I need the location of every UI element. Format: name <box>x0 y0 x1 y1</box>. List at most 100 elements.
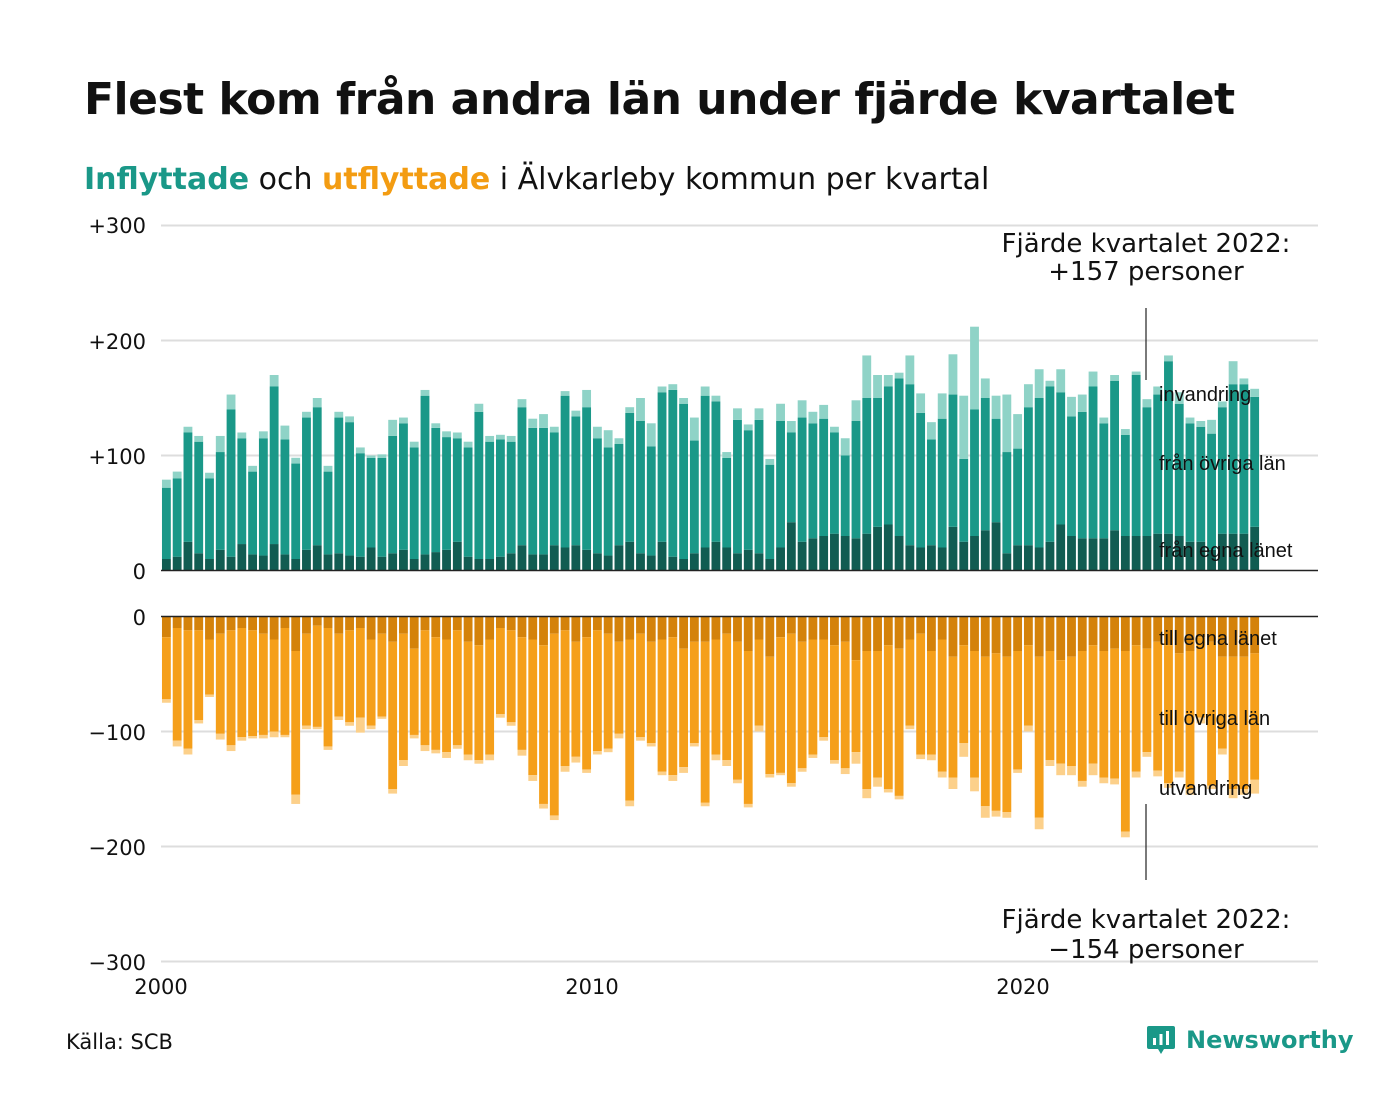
bar-in-own-county-62 <box>830 533 839 571</box>
bar-in-other-counties-93 <box>1164 361 1173 534</box>
bar-out-other-counties-20 <box>377 633 387 717</box>
bar-out-international-16 <box>334 716 344 720</box>
bar-in-other-counties-26 <box>442 437 451 550</box>
bar-out-own-county-85 <box>1077 616 1087 651</box>
bar-out-other-counties-5 <box>215 633 225 734</box>
bar-out-own-county-98 <box>1217 616 1227 657</box>
bar-out-other-counties-65 <box>862 651 872 789</box>
bar-in-international-43 <box>625 407 635 413</box>
bar-in-other-counties-83 <box>1056 392 1066 525</box>
bar-in-other-counties-74 <box>959 458 969 542</box>
bar-out-other-counties-47 <box>668 637 678 776</box>
bar-in-own-county-4 <box>205 559 214 571</box>
bar-in-own-county-29 <box>474 559 484 571</box>
bar-in-international-15 <box>323 465 333 472</box>
bar-out-other-counties-94 <box>1174 653 1184 772</box>
bar-in-other-counties-9 <box>258 438 268 556</box>
bar-out-own-county-97 <box>1207 616 1216 642</box>
bar-out-international-35 <box>539 803 548 809</box>
bar-out-other-counties-9 <box>258 633 268 735</box>
bar-in-international-47 <box>668 384 678 390</box>
bar-out-other-counties-84 <box>1067 656 1076 766</box>
bar-in-other-counties-98 <box>1217 407 1227 534</box>
bar-in-own-county-59 <box>797 541 807 571</box>
bar-out-other-counties-53 <box>733 641 742 780</box>
bar-out-international-15 <box>323 746 333 750</box>
bar-out-other-counties-44 <box>636 633 645 738</box>
bar-out-other-counties-7 <box>237 628 247 738</box>
bar-out-own-county-76 <box>980 616 990 657</box>
bar-in-own-county-91 <box>1142 536 1152 571</box>
bar-out-international-78 <box>1002 812 1012 818</box>
bar-in-other-counties-60 <box>808 423 818 539</box>
bar-out-own-county-53 <box>733 616 742 642</box>
bar-out-international-81 <box>1034 817 1044 830</box>
bar-out-other-counties-33 <box>517 637 527 750</box>
bar-out-other-counties-98 <box>1217 656 1227 749</box>
bar-out-other-counties-27 <box>452 630 462 746</box>
bar-out-other-counties-83 <box>1056 660 1066 764</box>
bar-out-international-87 <box>1099 777 1109 784</box>
bar-in-own-county-100 <box>1239 533 1249 571</box>
source-note: Källa: SCB <box>66 1030 173 1054</box>
bar-in-international-41 <box>603 430 613 448</box>
bar-in-own-county-14 <box>312 545 322 571</box>
bar-in-international-53 <box>733 408 742 420</box>
bar-in-own-county-61 <box>819 536 829 571</box>
bar-in-international-22 <box>399 417 408 424</box>
bar-in-other-counties-58 <box>786 432 796 523</box>
bar-out-international-27 <box>452 745 462 749</box>
bar-out-international-38 <box>571 756 581 763</box>
bar-in-other-counties-16 <box>334 417 344 554</box>
bar-out-own-county-82 <box>1045 616 1055 651</box>
axes <box>161 569 1318 618</box>
bar-in-other-counties-0 <box>161 487 171 559</box>
bar-out-other-counties-91 <box>1142 648 1152 753</box>
bar-in-other-counties-5 <box>215 452 225 550</box>
bar-in-international-94 <box>1174 392 1184 404</box>
bar-in-other-counties-10 <box>269 386 279 545</box>
bar-in-own-county-52 <box>722 547 732 571</box>
bar-out-own-county-38 <box>571 616 581 642</box>
bar-out-other-counties-21 <box>388 641 398 789</box>
bar-in-other-counties-3 <box>194 441 204 554</box>
bar-out-international-83 <box>1056 763 1066 776</box>
bar-in-international-63 <box>840 438 850 456</box>
bar-out-other-counties-68 <box>894 648 904 796</box>
bar-out-own-county-29 <box>474 616 484 646</box>
bar-in-international-60 <box>808 411 818 424</box>
bar-out-international-47 <box>668 775 678 781</box>
bar-out-international-55 <box>754 725 764 732</box>
bar-out-other-counties-75 <box>970 651 979 778</box>
bar-out-other-counties-43 <box>625 639 635 801</box>
bar-in-own-county-11 <box>280 554 290 571</box>
bar-in-own-county-60 <box>808 538 818 571</box>
bar-in-international-56 <box>765 458 775 465</box>
bar-out-international-42 <box>614 733 624 739</box>
bar-out-other-counties-29 <box>474 645 484 761</box>
bar-in-own-county-42 <box>614 545 624 571</box>
bar-in-own-county-82 <box>1045 541 1055 571</box>
bar-out-own-county-13 <box>302 616 311 634</box>
bar-out-own-county-27 <box>452 616 462 631</box>
bar-in-own-county-22 <box>399 549 408 571</box>
bar-in-other-counties-100 <box>1239 384 1249 534</box>
segment-label-fran-egna-lanet: från egna länet <box>1159 540 1293 562</box>
bar-out-international-86 <box>1088 763 1098 776</box>
bar-out-international-13 <box>302 725 311 730</box>
bar-out-own-county-44 <box>636 616 645 634</box>
bar-out-other-counties-23 <box>409 648 419 735</box>
bar-out-own-county-75 <box>970 616 979 651</box>
bar-out-own-county-20 <box>377 616 387 634</box>
bar-out-international-95 <box>1185 789 1195 795</box>
bar-in-international-45 <box>646 423 656 447</box>
bar-in-international-69 <box>905 355 915 385</box>
bar-in-international-12 <box>291 457 301 464</box>
bar-out-other-counties-4 <box>205 639 214 695</box>
bar-in-own-county-16 <box>334 553 344 571</box>
bar-in-own-county-83 <box>1056 524 1066 571</box>
bar-in-other-counties-11 <box>280 439 290 555</box>
bar-out-other-counties-10 <box>269 639 279 732</box>
gridlines <box>161 224 1318 963</box>
